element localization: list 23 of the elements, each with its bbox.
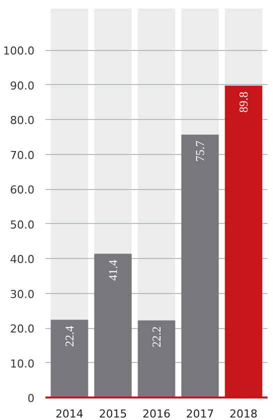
data-label: 22.2 bbox=[150, 326, 164, 348]
bar bbox=[138, 320, 176, 398]
y-tick-label: 40.0 bbox=[10, 253, 35, 266]
y-tick-label: 0 bbox=[28, 392, 34, 405]
y-tick-label: 90.0 bbox=[10, 79, 35, 92]
data-label: 22.4 bbox=[62, 326, 76, 347]
y-tick-label: 100.0 bbox=[3, 44, 35, 58]
data-label: 89.8 bbox=[236, 92, 251, 113]
y-tick-label: 10.0 bbox=[10, 357, 35, 370]
y-tick-label: 80.0 bbox=[10, 114, 35, 128]
bar bbox=[50, 320, 88, 398]
x-tick-label: 2014 bbox=[55, 408, 84, 420]
x-tick-label: 2016 bbox=[142, 408, 171, 420]
y-tick-label: 20.0 bbox=[10, 322, 35, 336]
y-tick-label: 60.0 bbox=[10, 184, 35, 197]
x-tick-label: 2018 bbox=[230, 408, 258, 420]
x-tick-label: 2017 bbox=[186, 408, 214, 420]
data-label: 75.7 bbox=[193, 140, 208, 162]
x-tick-label: 2015 bbox=[98, 408, 127, 420]
y-tick-label: 30.0 bbox=[10, 288, 35, 301]
data-label: 41.4 bbox=[106, 260, 120, 281]
y-tick-label: 70.0 bbox=[10, 148, 35, 162]
y-tick-label: 50.0 bbox=[10, 218, 35, 232]
